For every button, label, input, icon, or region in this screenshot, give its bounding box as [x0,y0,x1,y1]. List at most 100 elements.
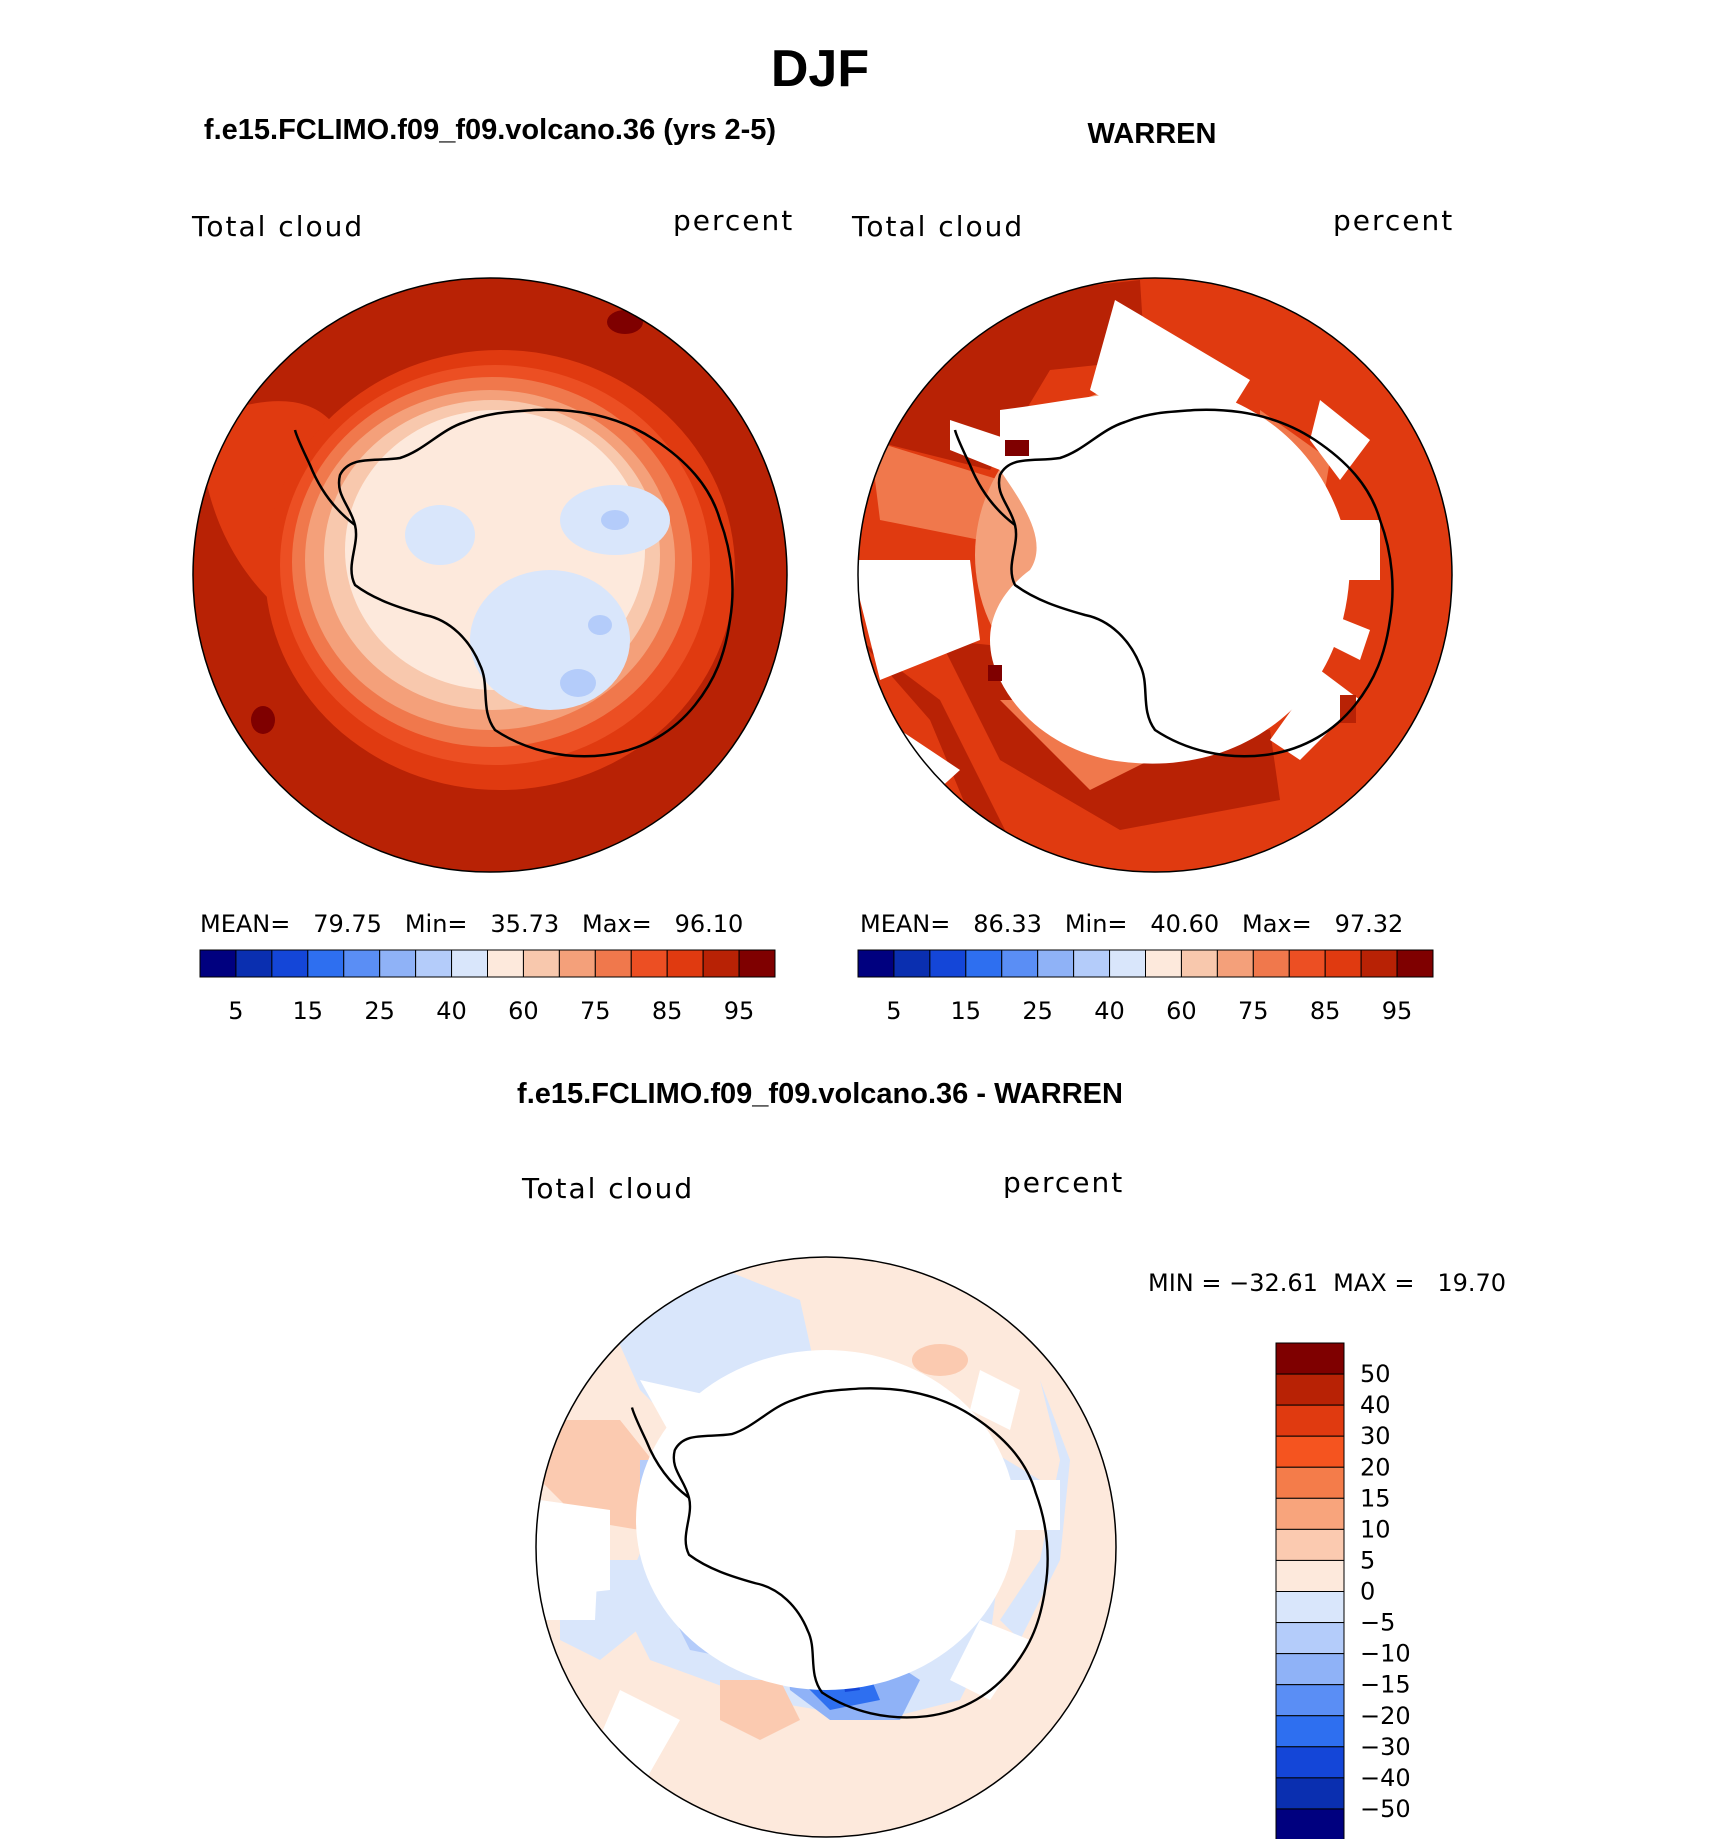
colorbar-box [666,949,704,978]
colorbar-tick-label: −15 [1360,1671,1411,1699]
colorbar-tick-label: 20 [1360,1453,1391,1481]
colorbar-box [1275,1777,1345,1810]
colorbar-tick-label: 75 [1238,997,1269,1025]
panel1-left-label: Total cloud [191,210,364,243]
colorbar-box [1396,949,1434,978]
colorbar-tick-label: −50 [1360,1795,1411,1823]
colorbar-box [1275,1746,1345,1779]
colorbar-tick-label: −20 [1360,1702,1411,1730]
panel2-title: WARREN [1088,118,1217,150]
colorbar-box [965,949,1003,978]
colorbar-box [1180,949,1218,978]
panel3-right-label: percent [1003,1166,1124,1199]
colorbar-tick-label: 40 [436,997,467,1025]
map-panel3 [536,1257,1116,1837]
colorbar-box [1275,1528,1345,1561]
colorbar-box [1275,1715,1345,1748]
panel3-title: f.e15.FCLIMO.f09_f09.volcano.36 - WARREN [517,1078,1123,1110]
colorbar-box [1001,949,1039,978]
colorbar-box [1275,1622,1345,1655]
panel2-left-label: Total cloud [851,210,1024,243]
colorbar-box [1073,949,1111,978]
panel2-stats: MEAN= 86.33 Min= 40.60 Max= 97.32 [860,910,1403,938]
colorbar-tick-label: 25 [364,997,395,1025]
colorbar-tick-label: 85 [652,997,683,1025]
colorbar-tick-label: 15 [951,997,982,1025]
colorbar-tick-label: 50 [1360,1360,1391,1388]
colorbar-box [199,949,237,978]
colorbar-box [1275,1808,1345,1839]
colorbar-box [1324,949,1362,978]
panel2-right-label: percent [1333,204,1454,237]
colorbar-tick-label: 15 [1360,1484,1391,1512]
panel3-stats: MIN = −32.61 MAX = 19.70 [1148,1269,1506,1297]
colorbar-tick-label: −30 [1360,1733,1411,1761]
colorbar-box [893,949,931,978]
region-interior-minimum [470,570,630,710]
region-antarctic-peninsula [540,1420,660,1530]
colorbar-box [1288,949,1326,978]
colorbar-tick-label: 85 [1310,997,1341,1025]
colorbar-box [1275,1684,1345,1717]
panel1-right-label: percent [673,204,794,237]
colorbar-box [630,949,668,978]
colorbar-box [1275,1373,1345,1406]
colorbar-box [1275,1559,1345,1592]
colorbar-panel2: 5 15 25 40 60 75 85 95 [857,949,1434,1025]
colorbar-tick-label: −10 [1360,1640,1411,1668]
colorbar-box [235,949,273,978]
colorbar-box [451,949,488,978]
colorbar-box [929,949,967,978]
colorbar-box [1252,949,1290,978]
colorbar-box [522,949,560,978]
colorbar-tick-label: 25 [1022,997,1053,1025]
colorbar-box [702,949,740,978]
colorbar-tick-label: 60 [508,997,539,1025]
colorbar-tick-label: 5 [886,997,901,1025]
colorbar-tick-label: −40 [1360,1764,1411,1792]
colorbar-box [594,949,632,978]
colorbar-tick-label: 0 [1360,1578,1375,1606]
colorbar-box [558,949,596,978]
colorbar-tick-label: 75 [580,997,611,1025]
colorbar-tick-label: 10 [1360,1515,1391,1543]
colorbar-tick-label: 95 [1382,997,1413,1025]
colorbar-tick-label: 40 [1360,1391,1391,1419]
colorbar-tick-label: 5 [1360,1546,1375,1574]
panel1-stats: MEAN= 79.75 Min= 35.73 Max= 96.10 [200,910,743,938]
colorbar-box [738,949,776,978]
colorbar-box [415,949,453,978]
region-southern-ocean-band [870,280,1145,470]
colorbar-tick-label: 60 [1166,997,1197,1025]
colorbar-box [1275,1342,1345,1375]
colorbar-box [1109,949,1146,978]
map-panel2 [858,278,1452,872]
colorbar-box [1216,949,1254,978]
colorbar-box [1275,1591,1345,1624]
colorbar-box [1275,1653,1345,1686]
colorbar-tick-label: 30 [1360,1422,1391,1450]
colorbar-tick-label: −5 [1360,1609,1395,1637]
colorbar-box [857,949,895,978]
colorbar-box [1275,1404,1345,1437]
panel1-title: f.e15.FCLIMO.f09_f09.volcano.36 (yrs 2-5… [204,114,776,146]
colorbar-box [343,949,381,978]
colorbar-panel1: 5 15 25 40 60 75 85 95 [199,949,776,1025]
colorbar-box [1037,949,1075,978]
colorbar-box [1275,1466,1345,1499]
colorbar-tick-label: 5 [228,997,243,1025]
colorbar-box [307,949,345,978]
region-no-data [990,391,1350,764]
colorbar-box [1275,1435,1345,1468]
colorbar-box [1275,1497,1345,1530]
colorbar-box [487,949,524,978]
colorbar-tick-label: 40 [1094,997,1125,1025]
colorbar-tick-label: 15 [293,997,324,1025]
colorbar-tick-label: 95 [724,997,755,1025]
colorbar-box [379,949,417,978]
map-panel1 [193,278,787,872]
panel3-left-label: Total cloud [521,1172,694,1205]
colorbar-box [271,949,309,978]
